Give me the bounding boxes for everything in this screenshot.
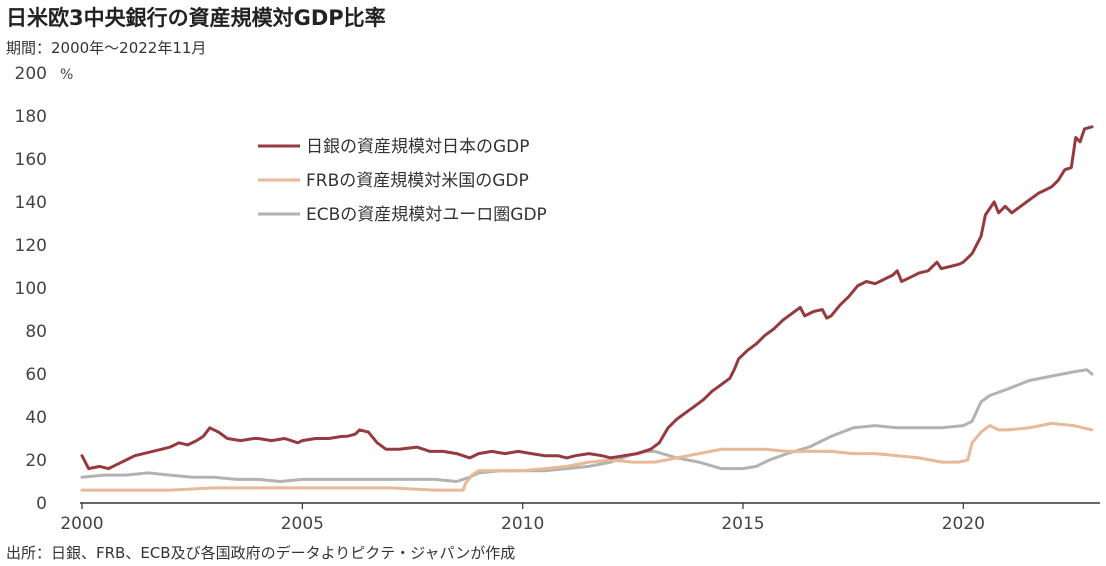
y-tick-label: 180: [15, 107, 47, 127]
y-tick-label: 0: [36, 494, 47, 514]
y-tick-label: 20: [25, 451, 47, 471]
series-line-1: [80, 421, 1094, 492]
x-tick-label: 2010: [501, 514, 544, 534]
y-tick-label: 200: [15, 64, 47, 84]
y-tick-label: 100: [15, 279, 47, 299]
chart-title: 日米欧3中央銀行の資産規模対GDP比率: [6, 6, 386, 30]
chart-source: 出所：日銀、FRB、ECB及び各国政府のデータよりピクテ・ジャパンが作成: [6, 544, 516, 562]
x-tick-label: 2015: [721, 514, 764, 534]
series-line-0: [80, 125, 1094, 471]
legend-label-0: 日銀の資産規模対日本のGDP: [306, 137, 530, 157]
x-tick-label: 2005: [281, 514, 324, 534]
x-tick-label: 2000: [60, 514, 103, 534]
series-line-2: [80, 368, 1094, 483]
legend-label-2: ECBの資産規模対ユーロ圏GDP: [306, 205, 547, 225]
y-tick-label: 40: [25, 408, 47, 428]
x-tick-label: 2020: [942, 514, 985, 534]
y-tick-label: 80: [25, 322, 47, 342]
y-tick-label: 160: [15, 150, 47, 170]
y-tick-label: 120: [15, 236, 47, 256]
y-unit-label: %: [60, 67, 73, 83]
y-tick-label: 60: [25, 365, 47, 385]
legend-label-1: FRBの資産規模対米国のGDP: [306, 171, 529, 191]
y-tick-label: 140: [15, 193, 47, 213]
chart-period: 期間：2000年～2022年11月: [6, 39, 207, 57]
